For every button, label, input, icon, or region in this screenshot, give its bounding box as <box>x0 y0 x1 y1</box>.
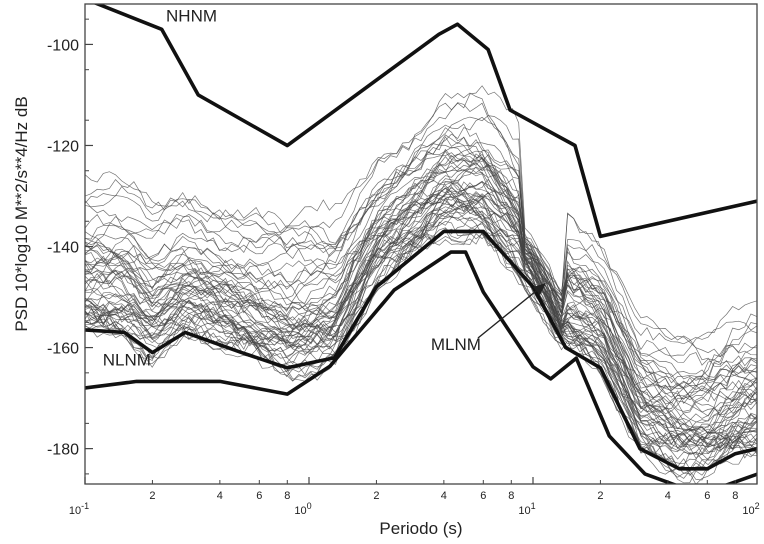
station-curve <box>85 202 757 484</box>
station-curve <box>85 164 757 404</box>
reference-curves <box>85 4 757 484</box>
station-curve <box>85 212 757 446</box>
station-curve <box>85 181 757 391</box>
mlnm-curve <box>85 229 757 471</box>
y-tick-label: -100 <box>47 37 79 54</box>
station-curve <box>85 115 757 358</box>
station-curve <box>85 136 757 412</box>
station-curve <box>85 142 757 367</box>
station-curve <box>85 197 757 474</box>
x-minor-tick-label: 6 <box>256 490 262 502</box>
station-curves <box>85 85 757 484</box>
x-minor-tick-label: 6 <box>480 490 486 502</box>
station-curve <box>85 127 757 392</box>
nlnm-curve <box>85 250 757 484</box>
station-curve <box>85 179 757 421</box>
nhnm-label: NHNM <box>166 7 217 26</box>
x-minor-tick-label: 6 <box>704 490 710 502</box>
station-curve <box>85 162 757 441</box>
y-axis: -100 -120 -140 -160 -180 <box>47 18 93 475</box>
x-axis: 10-1 100 101 102 2 4 6 8 2 4 6 8 2 4 6 8 <box>69 477 760 517</box>
nlnm-label: NLNM <box>103 350 151 369</box>
y-tick-label: -180 <box>47 442 79 459</box>
station-curve <box>85 198 757 438</box>
station-curve <box>85 116 757 416</box>
nhnm-curve <box>92 4 757 239</box>
station-curve <box>85 180 757 389</box>
x-tick-label: 10-1 <box>69 501 89 517</box>
station-curve <box>85 195 757 413</box>
x-minor-tick-label: 2 <box>597 490 603 502</box>
station-curve <box>85 232 757 459</box>
x-tick-label: 101 <box>518 501 535 517</box>
y-axis-label: PSD 10*log10 M**2/s**4/Hz dB <box>12 96 31 331</box>
x-minor-tick-label: 8 <box>732 490 738 502</box>
station-curve <box>85 102 757 413</box>
station-curve <box>85 163 757 420</box>
mlnm-arrowhead-icon <box>533 283 546 295</box>
station-curve <box>85 85 757 373</box>
y-tick-label: -160 <box>47 341 79 358</box>
station-curve <box>85 192 757 481</box>
y-tick-label: -120 <box>47 138 79 155</box>
x-minor-tick-label: 4 <box>441 490 447 502</box>
x-minor-tick-label: 2 <box>373 490 379 502</box>
station-curve <box>85 134 757 431</box>
x-minor-tick-label: 8 <box>508 490 514 502</box>
x-minor-tick-label: 4 <box>217 490 223 502</box>
x-tick-label: 102 <box>742 501 759 517</box>
x-axis-label: Periodo (s) <box>379 519 462 538</box>
station-curve <box>85 123 757 426</box>
plot-frame <box>84 3 758 485</box>
station-curve <box>85 201 757 410</box>
mlnm-arrow <box>477 286 542 339</box>
y-tick-label: -140 <box>47 240 79 257</box>
x-minor-tick-label: 8 <box>284 490 290 502</box>
station-curve <box>85 153 757 447</box>
x-minor-tick-label: 2 <box>149 490 155 502</box>
station-curve <box>85 223 757 457</box>
station-curve <box>85 92 757 424</box>
station-curve <box>85 193 757 455</box>
station-curve <box>85 154 757 345</box>
station-curve <box>85 195 757 448</box>
station-curve <box>85 167 757 453</box>
station-curve <box>85 160 757 444</box>
x-minor-tick-label: 4 <box>665 490 671 502</box>
station-curve <box>85 187 757 404</box>
station-curve <box>85 162 757 432</box>
station-curve <box>85 194 757 453</box>
station-curve <box>85 152 757 357</box>
station-curve <box>85 170 757 409</box>
x-tick-label: 100 <box>294 501 311 517</box>
station-curve <box>85 143 757 384</box>
annotations: NHNM NLNM MLNM <box>103 7 481 370</box>
mlnm-label: MLNM <box>431 335 481 354</box>
station-curve <box>85 209 757 468</box>
station-curve <box>85 147 757 390</box>
